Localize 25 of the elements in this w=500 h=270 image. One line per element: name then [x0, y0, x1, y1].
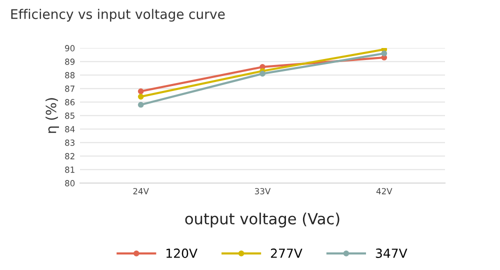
x-tick-label: 33V	[254, 188, 271, 194]
point	[138, 102, 144, 108]
point	[260, 70, 266, 77]
x-tick-label: 24V	[133, 188, 149, 194]
y-tick-label: 85	[65, 112, 74, 119]
y-tick-label: 88	[65, 72, 75, 78]
legend-label: 120V	[166, 248, 198, 258]
legend-label: 347V	[376, 248, 408, 258]
y-tick-label: 83	[65, 140, 74, 146]
x-axis-title: output voltage (Vac)	[185, 212, 340, 228]
y-tick-label: 82	[65, 153, 74, 160]
chart-title: Efficiency vs input voltage curve	[11, 8, 225, 22]
x-tick-label: 42V	[376, 188, 392, 194]
y-tick-label: 90	[65, 45, 75, 52]
y-tick-label: 84	[65, 126, 75, 132]
legend-label: 277V	[270, 248, 302, 258]
y-tick-label: 87	[65, 86, 74, 92]
point	[381, 50, 388, 56]
y-tick-label: 80	[65, 180, 75, 186]
y-axis-title: η (%)	[46, 98, 59, 133]
y-tick-label: 89	[65, 58, 75, 65]
point	[138, 94, 144, 100]
y-tick-label: 81	[65, 166, 74, 173]
y-tick-label: 86	[65, 99, 75, 106]
point	[138, 88, 144, 94]
